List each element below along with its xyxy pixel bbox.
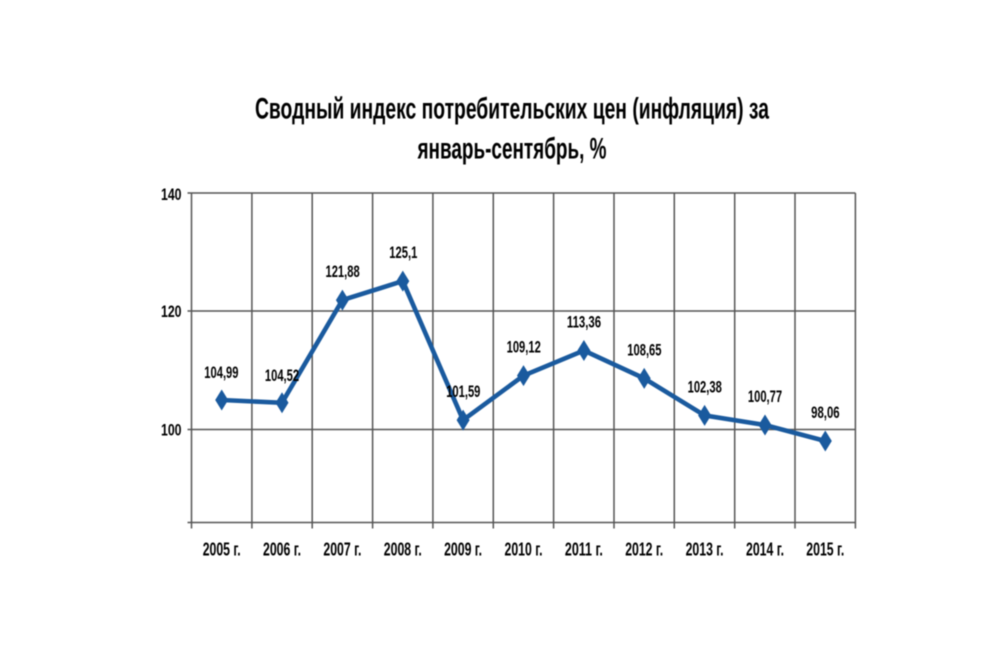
svg-text:125,1: 125,1 bbox=[389, 243, 417, 262]
svg-text:2008 г.: 2008 г. bbox=[384, 539, 422, 560]
svg-text:2006 г.: 2006 г. bbox=[263, 539, 301, 560]
svg-text:109,12: 109,12 bbox=[507, 338, 541, 357]
svg-text:104,99: 104,99 bbox=[204, 363, 238, 382]
svg-text:2005 г.: 2005 г. bbox=[203, 539, 241, 560]
svg-text:2007 г.: 2007 г. bbox=[323, 539, 361, 560]
svg-text:121,88: 121,88 bbox=[326, 262, 360, 281]
svg-text:113,36: 113,36 bbox=[567, 313, 601, 332]
svg-text:102,38: 102,38 bbox=[688, 377, 722, 396]
svg-text:100: 100 bbox=[161, 421, 182, 439]
svg-text:120: 120 bbox=[161, 303, 182, 321]
svg-text:Сводный индекс потребительских: Сводный индекс потребительских цен (инфл… bbox=[255, 93, 769, 126]
svg-text:2012 г.: 2012 г. bbox=[625, 539, 663, 560]
svg-text:140: 140 bbox=[161, 186, 182, 204]
svg-text:2010 г.: 2010 г. bbox=[505, 539, 543, 560]
svg-text:104,52: 104,52 bbox=[265, 366, 299, 385]
svg-text:2009 г.: 2009 г. bbox=[444, 539, 482, 560]
svg-text:2011 г.: 2011 г. bbox=[565, 539, 603, 560]
svg-text:101,59: 101,59 bbox=[446, 382, 480, 401]
svg-text:108,65: 108,65 bbox=[627, 340, 661, 359]
svg-text:январь-сентябрь, %: январь-сентябрь, % bbox=[417, 133, 607, 166]
svg-text:2013 г.: 2013 г. bbox=[686, 539, 724, 560]
svg-text:2015 г.: 2015 г. bbox=[806, 539, 844, 560]
svg-text:98,06: 98,06 bbox=[811, 403, 840, 422]
svg-text:100,77: 100,77 bbox=[748, 387, 782, 406]
svg-text:2014 г.: 2014 г. bbox=[746, 539, 784, 560]
